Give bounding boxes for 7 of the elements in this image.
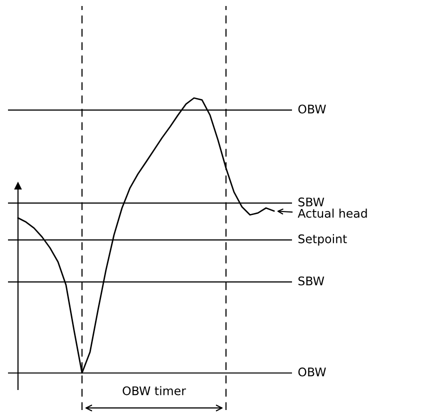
text: Actual head bbox=[298, 208, 367, 218]
ref-line-label: OBW bbox=[298, 367, 326, 376]
ref-line-label: Setpoint bbox=[298, 234, 347, 246]
ref-line-label: SBW bbox=[298, 276, 324, 286]
ref-line-label: OBW bbox=[298, 104, 326, 114]
ref-line-label: SBW bbox=[298, 198, 324, 206]
text: OBW timer bbox=[122, 386, 186, 396]
